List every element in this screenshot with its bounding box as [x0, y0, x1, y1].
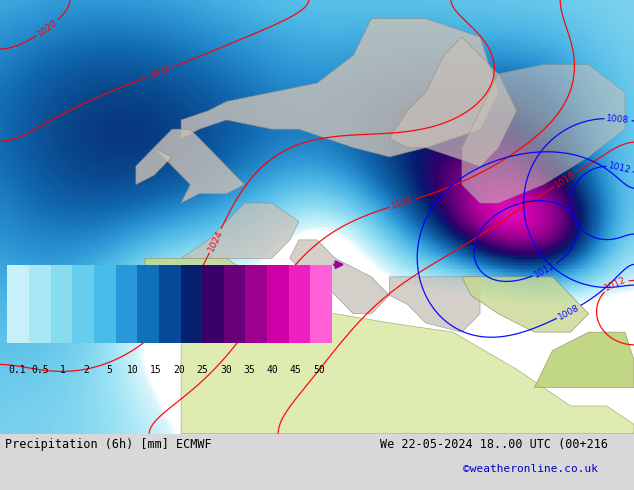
Bar: [289, 265, 311, 363]
Bar: [159, 265, 181, 363]
Bar: [202, 265, 224, 363]
Text: 20: 20: [174, 365, 185, 375]
Bar: [311, 265, 332, 363]
Text: 25: 25: [197, 365, 209, 375]
Text: 40: 40: [266, 365, 278, 375]
Text: 1: 1: [60, 365, 66, 375]
Bar: [72, 265, 94, 363]
Text: 1016: 1016: [553, 170, 578, 190]
Text: 15: 15: [150, 365, 162, 375]
Text: 1024: 1024: [206, 228, 224, 253]
Bar: [267, 265, 289, 363]
Polygon shape: [136, 147, 172, 185]
Bar: [94, 265, 115, 363]
Polygon shape: [145, 258, 254, 332]
Polygon shape: [389, 37, 516, 166]
Text: 1020: 1020: [36, 18, 60, 38]
Bar: [181, 265, 202, 363]
Polygon shape: [181, 314, 634, 434]
Text: 0.5: 0.5: [31, 365, 49, 375]
Text: 2: 2: [84, 365, 89, 375]
Text: 1020: 1020: [390, 196, 415, 211]
Bar: [137, 265, 159, 363]
Bar: [29, 265, 51, 363]
Bar: [245, 265, 267, 363]
Polygon shape: [181, 19, 498, 157]
Text: Precipitation (6h) [mm] ECMWF: Precipitation (6h) [mm] ECMWF: [5, 438, 212, 451]
Polygon shape: [181, 203, 299, 258]
Text: 1008: 1008: [557, 303, 581, 321]
Text: 1012: 1012: [533, 261, 557, 280]
Polygon shape: [462, 277, 589, 332]
Text: 10: 10: [127, 365, 139, 375]
Polygon shape: [154, 129, 245, 203]
Text: 1012: 1012: [604, 275, 628, 293]
Polygon shape: [534, 332, 634, 388]
Text: 45: 45: [290, 365, 302, 375]
Text: 5: 5: [107, 365, 113, 375]
Polygon shape: [462, 65, 625, 203]
Polygon shape: [290, 240, 389, 314]
Bar: [7, 265, 29, 363]
Text: We 22-05-2024 18..00 UTC (00+216: We 22-05-2024 18..00 UTC (00+216: [380, 438, 609, 451]
Text: 30: 30: [220, 365, 232, 375]
Bar: [115, 265, 137, 363]
Text: 0.1: 0.1: [8, 365, 25, 375]
Polygon shape: [389, 277, 480, 332]
Bar: [51, 265, 72, 363]
Text: 50: 50: [313, 365, 325, 375]
Text: 1012: 1012: [607, 161, 632, 175]
Bar: [224, 265, 245, 363]
Text: 1024: 1024: [148, 63, 172, 80]
Text: 35: 35: [243, 365, 255, 375]
Text: ©weatheronline.co.uk: ©weatheronline.co.uk: [463, 464, 598, 474]
Text: 1008: 1008: [606, 114, 630, 125]
